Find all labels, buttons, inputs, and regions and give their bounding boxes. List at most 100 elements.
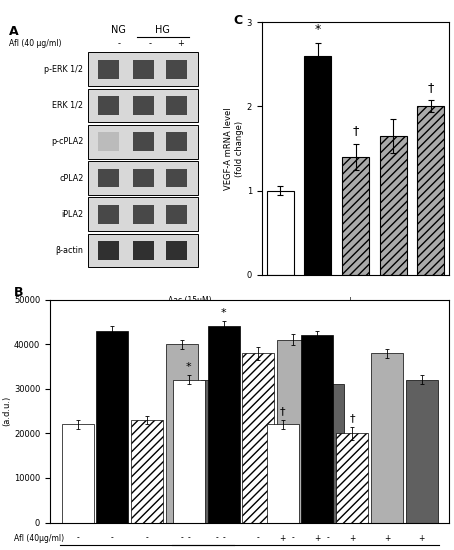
Y-axis label: VEGF-A mRNA level
(fold change): VEGF-A mRNA level (fold change): [224, 107, 244, 190]
Text: HG: HG: [155, 25, 170, 35]
Text: C: C: [233, 14, 242, 28]
FancyBboxPatch shape: [98, 96, 119, 115]
Text: -: -: [384, 346, 387, 355]
FancyBboxPatch shape: [167, 96, 187, 115]
Bar: [131, 420, 163, 522]
Text: -: -: [292, 534, 295, 543]
Bar: [201, 380, 233, 522]
Text: *: *: [221, 307, 227, 317]
Bar: [417, 106, 444, 275]
FancyBboxPatch shape: [98, 241, 119, 260]
Bar: [380, 136, 407, 275]
Text: -: -: [313, 321, 316, 330]
Text: NG: NG: [272, 381, 285, 390]
FancyBboxPatch shape: [88, 52, 197, 86]
Text: β-actin: β-actin: [55, 246, 84, 255]
Text: -: -: [188, 534, 190, 543]
Y-axis label: Integrated Intensity
(a.d.u.): Integrated Intensity (a.d.u.): [0, 369, 11, 453]
Text: -: -: [313, 296, 316, 305]
Text: *: *: [186, 362, 192, 372]
Text: -: -: [348, 321, 351, 330]
FancyBboxPatch shape: [88, 125, 197, 158]
FancyBboxPatch shape: [133, 205, 154, 223]
Text: +: +: [314, 534, 321, 543]
Text: Aac (15μM): Aac (15μM): [168, 296, 211, 305]
Text: +: +: [382, 321, 389, 330]
Text: -: -: [277, 346, 280, 355]
Text: -: -: [313, 346, 316, 355]
Text: -: -: [418, 296, 421, 305]
Text: p-cPLA2: p-cPLA2: [51, 138, 84, 146]
FancyBboxPatch shape: [167, 205, 187, 223]
Text: †: †: [280, 406, 286, 416]
Text: -: -: [111, 534, 114, 543]
Text: +: +: [349, 534, 355, 543]
Text: *: *: [315, 23, 321, 36]
Text: HG: HG: [361, 381, 374, 390]
Text: -: -: [326, 534, 329, 543]
Text: -: -: [384, 296, 387, 305]
Bar: [342, 157, 369, 275]
Text: -: -: [215, 534, 218, 543]
FancyBboxPatch shape: [167, 241, 187, 260]
Text: +: +: [416, 346, 423, 355]
Text: -: -: [418, 321, 421, 330]
Text: +: +: [419, 534, 425, 543]
FancyBboxPatch shape: [88, 89, 197, 122]
Text: †: †: [350, 413, 355, 423]
Text: B: B: [14, 287, 24, 299]
FancyBboxPatch shape: [133, 169, 154, 188]
Bar: [97, 331, 128, 522]
Text: -: -: [181, 534, 183, 543]
FancyBboxPatch shape: [133, 241, 154, 260]
Text: NG: NG: [111, 25, 126, 35]
Text: -: -: [277, 296, 280, 305]
Text: -: -: [148, 39, 151, 48]
FancyBboxPatch shape: [98, 133, 119, 151]
Bar: [277, 340, 309, 522]
Text: †: †: [428, 81, 434, 94]
Bar: [166, 344, 198, 522]
Text: -: -: [277, 321, 280, 330]
Text: Bel (5μM): Bel (5μM): [168, 346, 204, 355]
FancyBboxPatch shape: [133, 60, 154, 79]
FancyBboxPatch shape: [88, 161, 197, 195]
FancyBboxPatch shape: [98, 60, 119, 79]
Text: -: -: [348, 346, 351, 355]
FancyBboxPatch shape: [88, 197, 197, 231]
Text: -: -: [76, 534, 79, 543]
Text: cPLA2: cPLA2: [59, 173, 84, 183]
FancyBboxPatch shape: [133, 133, 154, 151]
Text: -: -: [146, 534, 148, 543]
FancyBboxPatch shape: [88, 234, 197, 267]
FancyBboxPatch shape: [98, 169, 119, 188]
Text: +: +: [346, 296, 353, 305]
Bar: [62, 425, 94, 522]
Text: p-ERK 1/2: p-ERK 1/2: [44, 65, 84, 74]
Text: -: -: [222, 534, 225, 543]
Bar: [312, 384, 344, 522]
Text: Afl (40 μg/ml): Afl (40 μg/ml): [9, 39, 61, 48]
Text: †: †: [352, 124, 359, 138]
Text: Afl (40μg/ml): Afl (40μg/ml): [168, 321, 218, 330]
Text: ERK 1/2: ERK 1/2: [53, 101, 84, 110]
Bar: [267, 191, 294, 275]
Bar: [305, 56, 331, 275]
Bar: [266, 425, 299, 522]
Bar: [406, 380, 438, 522]
Text: +: +: [280, 534, 286, 543]
Text: -: -: [117, 39, 120, 48]
Bar: [242, 353, 274, 522]
Text: -: -: [257, 534, 260, 543]
Bar: [336, 433, 368, 522]
Bar: [173, 380, 205, 522]
FancyBboxPatch shape: [133, 96, 154, 115]
Bar: [371, 353, 403, 522]
Text: iPLA2: iPLA2: [61, 210, 84, 219]
Text: Afl (40μg/ml): Afl (40μg/ml): [14, 534, 64, 543]
Bar: [207, 327, 240, 522]
FancyBboxPatch shape: [167, 169, 187, 188]
FancyBboxPatch shape: [167, 60, 187, 79]
Text: +: +: [384, 534, 390, 543]
Text: A: A: [9, 25, 18, 37]
